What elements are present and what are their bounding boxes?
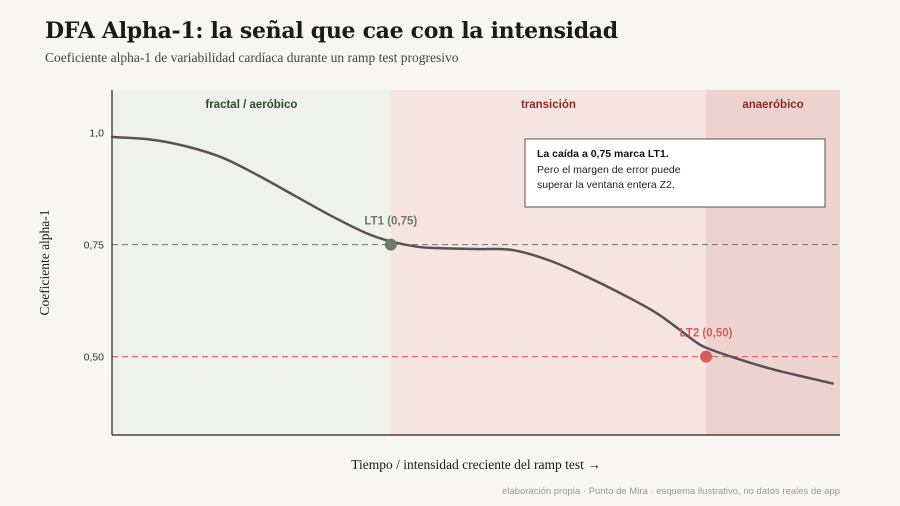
annotation: La caída a 0,75 marca LT1. Pero el margen… xyxy=(524,138,826,208)
chart-title: DFA Alpha-1: la señal que cae con la int… xyxy=(45,18,618,44)
annotation-box xyxy=(524,138,826,208)
lt2-label: LT2 (0,50) xyxy=(680,328,733,340)
annotation-line: superar la ventana entera Z2. xyxy=(537,179,675,191)
zones-layer: fractal / aeróbico transición anaeróbico xyxy=(112,90,840,435)
curve-layer xyxy=(110,135,834,385)
zone-label: fractal / aeróbico xyxy=(205,99,297,111)
lt1-label: LT1 (0,75) xyxy=(364,216,417,228)
annotation-heading: La caída a 0,75 marca LT1. xyxy=(537,148,669,160)
y-axis-label: Coeficiente alpha-1 xyxy=(37,209,52,315)
zone-label: transición xyxy=(521,99,576,111)
zone-band xyxy=(112,90,391,435)
annotation-line: Pero el margen de error puede xyxy=(537,164,681,176)
y-tick-label: 0,75 xyxy=(84,240,105,252)
y-tick-label: 0,50 xyxy=(84,352,105,364)
reference-lines xyxy=(112,243,840,358)
x-axis-label: Tiempo / intensidad creciente del ramp t… xyxy=(351,457,601,472)
y-tick-label: 1,0 xyxy=(89,128,104,140)
footer-source: elaboración propia · Punto de Mira · esq… xyxy=(502,486,840,497)
chart-subtitle: Coeficiente alpha-1 de variabilidad card… xyxy=(45,50,459,65)
alpha1-curve xyxy=(110,135,834,385)
axes: 1,0 0,75 0,50 Tiempo / intensidad creciente… xyxy=(37,90,840,472)
threshold-markers: LT1 (0,75) LT2 (0,50) xyxy=(364,216,733,363)
lt1-marker xyxy=(384,238,397,251)
zone-label: anaeróbico xyxy=(742,99,803,111)
lt2-marker xyxy=(700,350,713,363)
